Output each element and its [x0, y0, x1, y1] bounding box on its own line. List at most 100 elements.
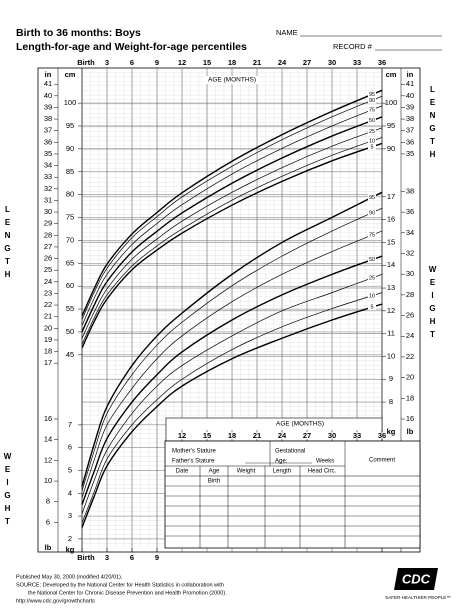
label-bg — [368, 143, 376, 150]
axis-label-bg — [205, 76, 259, 84]
y-tick-label: 14 — [387, 260, 395, 269]
label-bg — [368, 275, 376, 282]
y-tick-label: 28 — [44, 230, 52, 239]
y-tick-label: 23 — [44, 288, 52, 297]
y-tick-label: 10 — [44, 476, 52, 485]
y-tick-label: 39 — [44, 102, 52, 111]
percentile-curve — [81, 191, 383, 487]
percentile-label: 95 — [369, 195, 375, 201]
percentile-label: 50 — [369, 257, 375, 263]
col-length: Length — [273, 469, 291, 475]
label-bg — [368, 256, 376, 263]
comment: Comment — [369, 458, 395, 464]
percentile-curve — [81, 137, 383, 345]
y-unit: kg — [387, 427, 396, 436]
y-tick-label: 17 — [44, 358, 52, 367]
fathers-stature: Father's Stature — [172, 459, 215, 465]
percentile-label: 50 — [369, 118, 375, 124]
y-tick-label: 65 — [66, 258, 74, 267]
percentile-curve — [81, 105, 383, 326]
y-tick-label: 26 — [44, 254, 52, 263]
x-tick-label: 21 — [253, 431, 261, 440]
footer-line: SOURCE: Developed by the National Center… — [16, 582, 224, 588]
record-table — [164, 440, 421, 549]
y-tick-label: 41 — [44, 79, 52, 88]
y-tick-label: 5 — [68, 465, 72, 474]
y-tick-label: 24 — [44, 277, 52, 286]
title: Birth to 36 months: Boys — [16, 27, 141, 39]
logo: CDC — [402, 571, 431, 586]
y-tick-label: 41 — [406, 79, 414, 88]
y-tick-label: 39 — [406, 102, 414, 111]
label-bg — [368, 138, 376, 145]
label-bg — [368, 106, 376, 113]
percentile-curve — [81, 207, 383, 492]
x-tick-label: 36 — [378, 58, 386, 67]
y-tick-label: 30 — [44, 207, 52, 216]
record-label: RECORD # — [333, 42, 373, 51]
tagline: SAFER·HEALTHIER·PEOPLE™ — [385, 595, 450, 600]
logo-badge — [394, 568, 438, 590]
y-tick-label: 15 — [387, 237, 395, 246]
y-tick-label: 90 — [66, 144, 74, 153]
label-bg — [368, 91, 376, 98]
y-tick-label: 25 — [44, 265, 52, 274]
y-unit: in — [45, 70, 52, 79]
y-tick-label: 26 — [406, 311, 414, 320]
subtitle: Length-for-age and Weight-for-age percen… — [16, 41, 247, 53]
y-tick-label: 16 — [406, 414, 414, 423]
weight-title-left: WEIGHT — [3, 452, 12, 530]
x-tick-label: Birth — [77, 58, 95, 67]
y-tick-label: 37 — [406, 126, 414, 135]
label-bg — [368, 232, 376, 239]
y-tick-label: 29 — [44, 219, 52, 228]
percentile-label: 75 — [369, 107, 375, 113]
y-tick-label: 10 — [387, 351, 395, 360]
y-tick-label: 75 — [66, 213, 74, 222]
x-tick-label: 9 — [155, 58, 159, 67]
y-tick-label: 11 — [387, 329, 395, 338]
y-tick-label: 28 — [406, 290, 414, 299]
percentile-label: 5 — [370, 305, 373, 311]
percentile-label: 5 — [370, 144, 373, 150]
y-tick-label: 33 — [44, 172, 52, 181]
y-tick-label: 45 — [66, 350, 74, 359]
label-bg — [368, 194, 376, 201]
y-tick-label: 80 — [66, 190, 74, 199]
y-tick-label: 12 — [44, 455, 52, 464]
x-tick-label: 6 — [130, 58, 134, 67]
y-tick-label: 17 — [387, 192, 395, 201]
percentile-label: 75 — [369, 233, 375, 239]
percentile-curve — [81, 142, 383, 349]
percentile-label: 90 — [369, 210, 375, 216]
y-tick-label: 14 — [44, 435, 52, 444]
plot: 4550556065707580859095100171819202122232… — [44, 58, 414, 562]
x-axis-label: AGE (MONTHS) — [208, 77, 256, 84]
percentile-label: 10 — [369, 293, 375, 299]
mothers-stature: Mother's Stature — [172, 449, 216, 455]
overlay: Mother's Stature Father's Stature Gestat… — [16, 417, 451, 604]
percentile-curve — [81, 89, 383, 317]
label-bg — [368, 304, 376, 311]
x-tick-label: 18 — [228, 431, 236, 440]
label-bg — [368, 292, 376, 299]
percentile-label: 25 — [369, 129, 375, 135]
y-tick-label: 16 — [387, 215, 395, 224]
length-title-left: LENGTH — [3, 205, 12, 283]
y-unit: kg — [66, 545, 75, 554]
x-tick-label: 12 — [178, 431, 186, 440]
y-tick-label: 22 — [406, 352, 414, 361]
label-bg — [368, 117, 376, 124]
y-unit: cm — [65, 70, 76, 79]
y-tick-label: 38 — [44, 114, 52, 123]
percentile-label: 25 — [369, 275, 375, 281]
y-tick-label: 36 — [44, 137, 52, 146]
percentile-curve — [81, 95, 383, 320]
y-tick-label: 18 — [406, 393, 414, 402]
x-tick-label: 27 — [303, 58, 311, 67]
y-tick-label: 100 — [64, 98, 77, 107]
y-tick-label: 34 — [406, 228, 414, 237]
col-weight: Weight — [237, 469, 256, 475]
